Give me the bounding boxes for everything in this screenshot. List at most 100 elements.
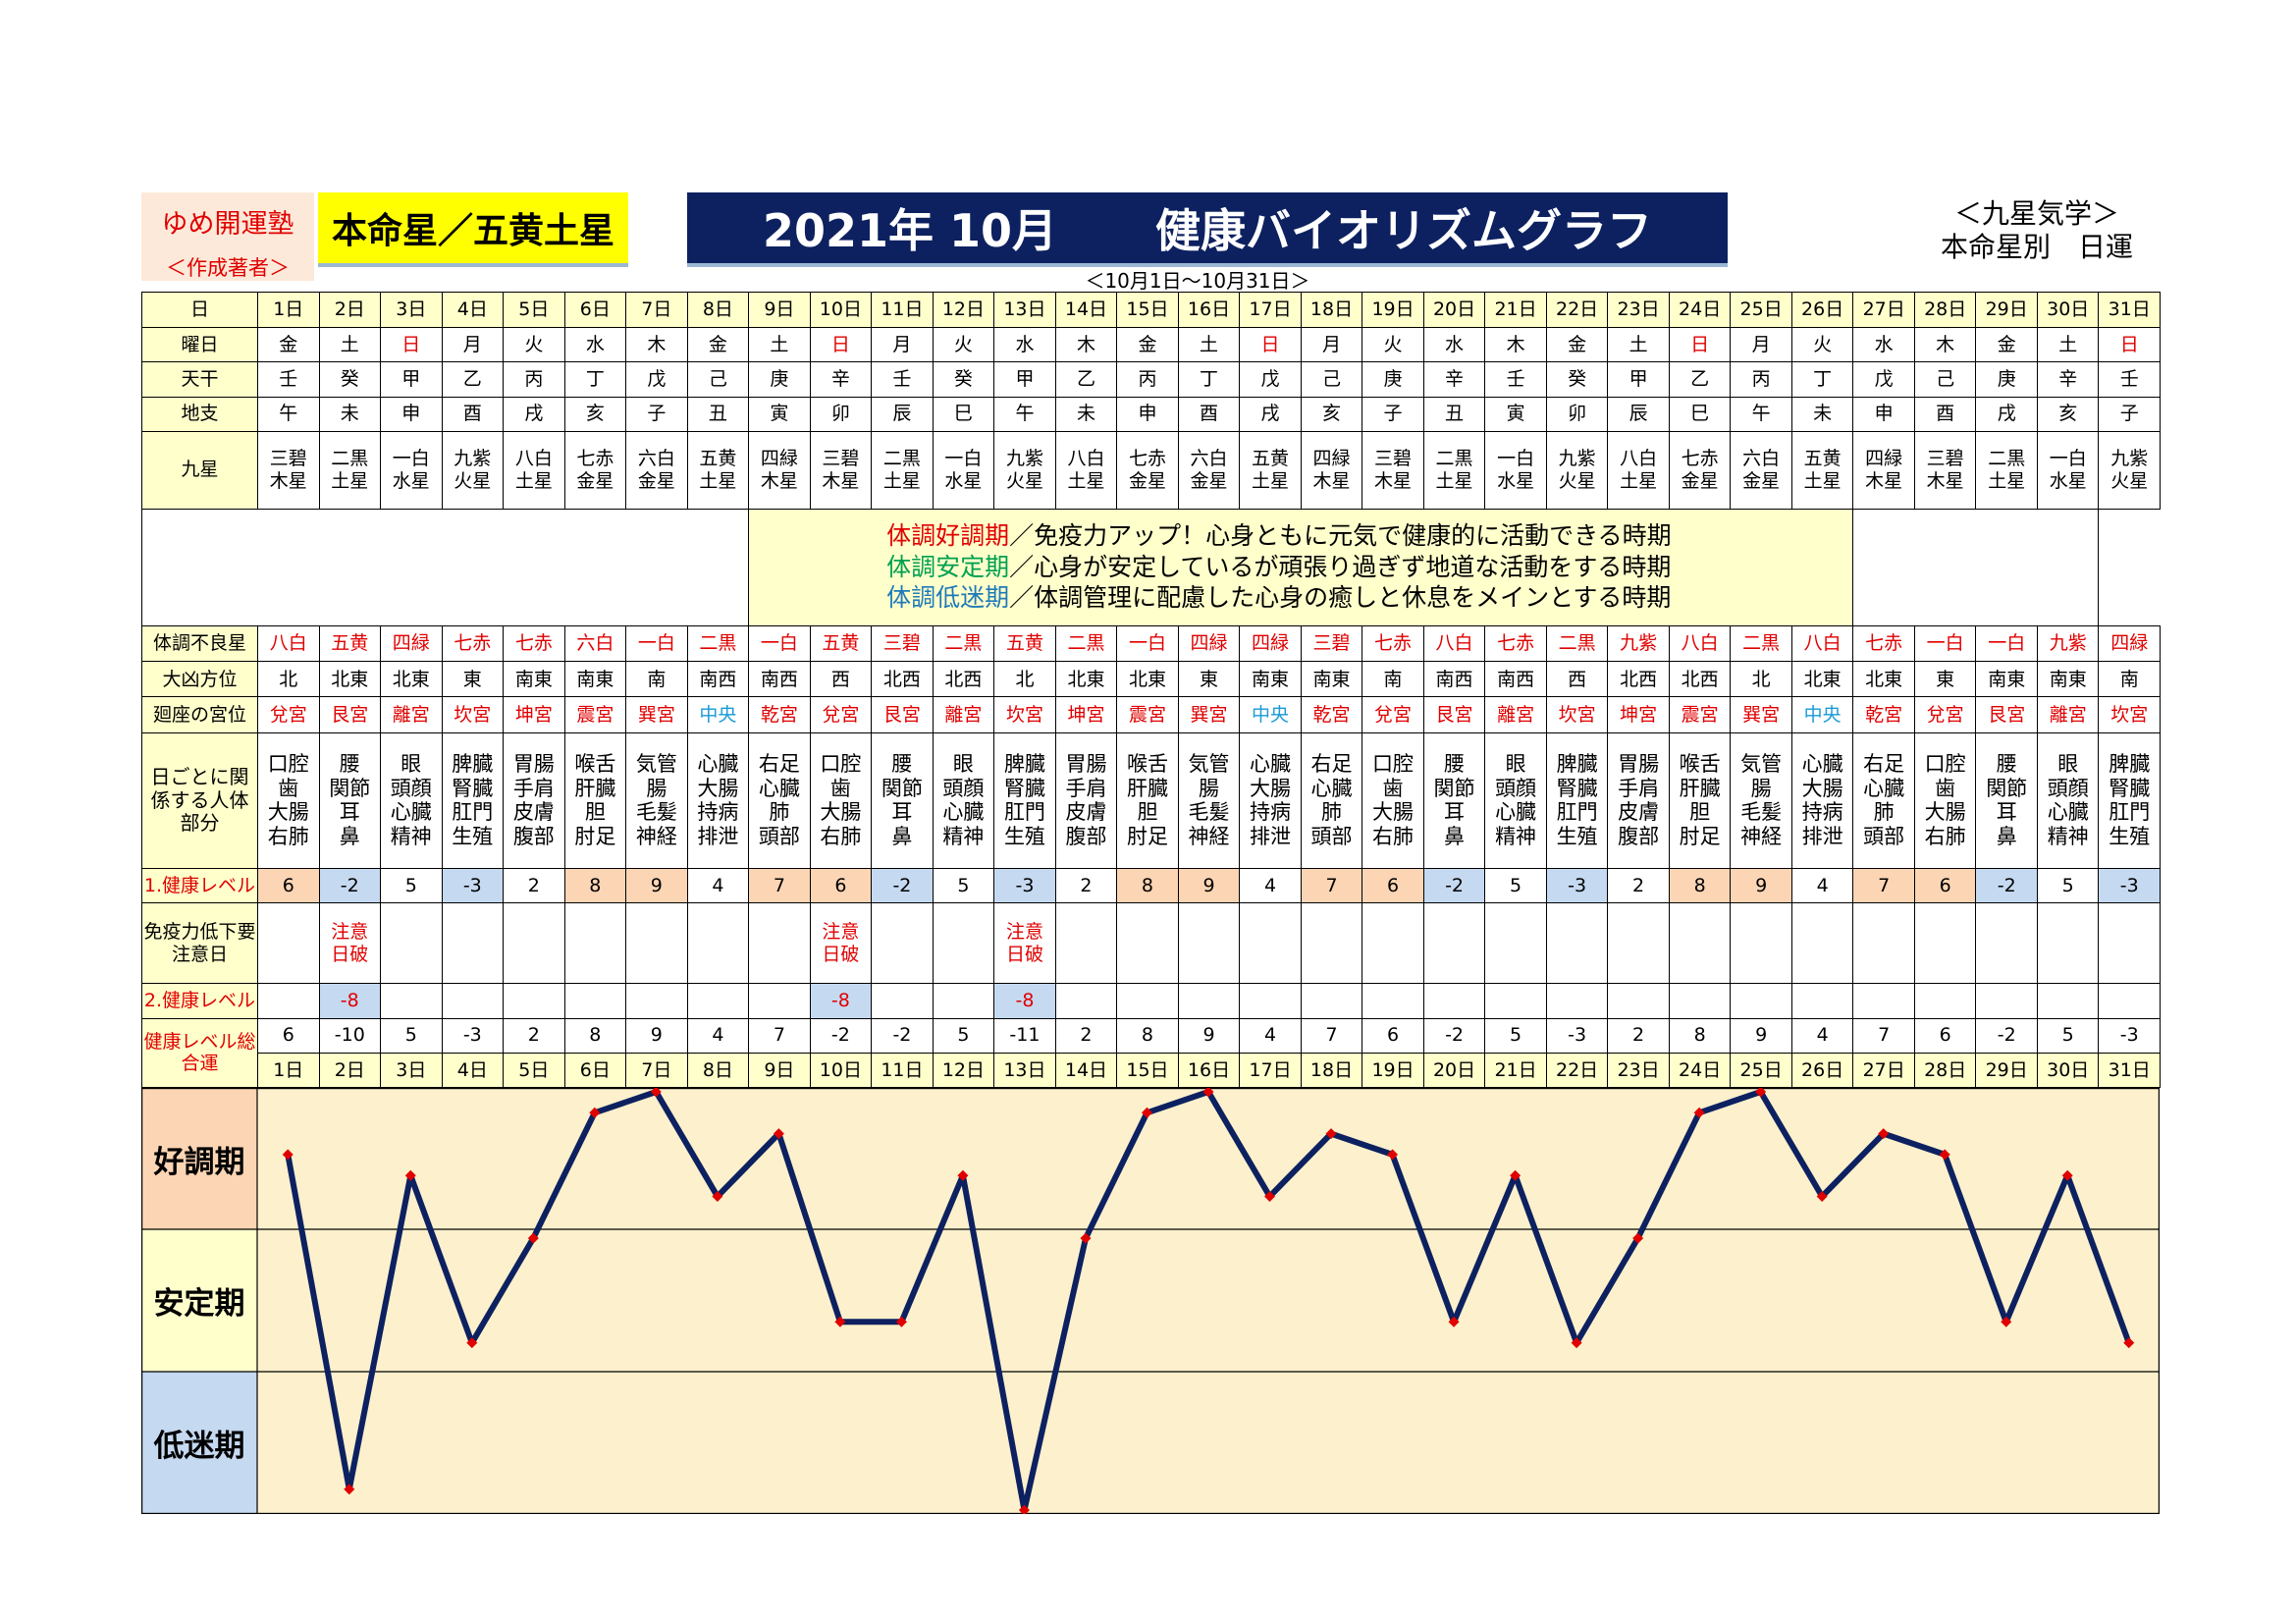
day-footer-cell: 9日 (748, 1052, 811, 1089)
body-cell: 腰関節耳鼻 (871, 731, 934, 870)
body-part: 持病 (1250, 800, 1291, 825)
direction-cell: 東 (1177, 661, 1241, 698)
author-box: ゆめ開運塾 ＜作成著者＞ (141, 192, 314, 281)
weekday-cell: 月 (871, 327, 934, 363)
tenkan-cell: 乙 (1054, 361, 1118, 398)
body-part: 毛髪 (1188, 800, 1230, 825)
chishi-cell: 巳 (932, 396, 995, 432)
kyusei-cell: 九紫 火星 (1545, 430, 1609, 510)
bad-star-cell: 八白 (1422, 624, 1486, 663)
caution-row: 免疫力低下要注意日 注意 日破 注意 日破 注意 日破 (141, 902, 2161, 985)
body-part: 眼 (400, 751, 422, 776)
palace-cell: 震宮 (563, 696, 627, 733)
bad-star-cell: 一白 (748, 624, 811, 663)
caution-cell: 注意 日破 (993, 902, 1056, 985)
body-part: 口腔 (1372, 751, 1415, 776)
body-part: 頭部 (1863, 825, 1905, 849)
level2-cell (1607, 983, 1670, 1019)
data-point (1080, 1232, 1092, 1244)
chishi-cell: 酉 (1177, 396, 1241, 432)
level1-cell: 4 (686, 868, 750, 904)
level2-cell (1730, 983, 1792, 1019)
kyusei-star-name: 四緑 (760, 448, 798, 470)
body-part: 肺 (769, 800, 790, 825)
tenkan-cell: 乙 (1668, 361, 1732, 398)
caution-cell (1607, 902, 1670, 985)
palace-cell: 坤宮 (503, 696, 565, 733)
direction-cell: 西 (1545, 661, 1609, 698)
caution-text: 注意 (331, 921, 369, 944)
data-point (404, 1169, 416, 1181)
legend-empty-left (140, 508, 750, 626)
kyusei-cell: 六白 金星 (625, 430, 688, 510)
total-cell: 2 (1054, 1017, 1118, 1054)
tenkan-cell: 壬 (2098, 361, 2161, 398)
body-cell: 喉舌 肝臓胆肘足 (563, 731, 627, 870)
weekday-cell: 月 (1730, 327, 1792, 363)
body-part: 喉舌 (1679, 751, 1721, 776)
level2-cell (1975, 983, 2038, 1019)
weekday-cell: 月 (441, 327, 505, 363)
body-part: 肛門 (1556, 800, 1598, 825)
chishi-cell: 丑 (1422, 396, 1486, 432)
body-part: 頭顔 (1495, 776, 1537, 800)
data-point (957, 1169, 969, 1181)
tenkan-cell: 丙 (1116, 361, 1179, 398)
legend-term-low: 体調低迷期 (886, 583, 1010, 613)
level2-cell (1668, 983, 1732, 1019)
body-part: 肝臓 (1126, 776, 1168, 800)
body-cell: 胃腸 手肩 皮膚 腹部 (1607, 731, 1670, 870)
day-footer-cell: 12日 (932, 1052, 995, 1089)
day-footer-cell: 13日 (993, 1052, 1056, 1089)
body-part: 眼 (2057, 751, 2079, 776)
tenkan-cell: 甲 (993, 361, 1056, 398)
kyusei-star-element: 水星 (944, 469, 983, 492)
body-part: 腸 (1198, 776, 1219, 800)
kyusei-cell: 九紫 火星 (2098, 430, 2161, 510)
palace-cell: 坎宮 (1545, 696, 1609, 733)
direction-cell: 南 (625, 661, 688, 698)
palace-cell: 兌宮 (1362, 696, 1424, 733)
legend-desc-low: ／体調管理に配慮した心身の癒しと休息をメインとする時期 (1009, 583, 1672, 613)
kyusei-star-name: 七赤 (576, 448, 614, 470)
chishi-cell: 酉 (441, 396, 505, 432)
body-part: 鼻 (891, 825, 913, 849)
legend-line-stable: 体調安定期／心身が安定しているが頑張り過ぎず地道な活動をする時期 (886, 552, 1852, 583)
body-part: 胆 (1689, 800, 1711, 825)
kyusei-cell: 三碧 木星 (257, 430, 320, 510)
tenkan-cell: 壬 (1484, 361, 1547, 398)
kyusei-star-element: 木星 (1374, 469, 1413, 492)
kyusei-star-name: 五黄 (1252, 448, 1290, 470)
kyusei-star-name: 六白 (637, 448, 675, 470)
data-point (1693, 1107, 1705, 1118)
day-cell: 27日 (1852, 291, 1915, 329)
caution-cell (1422, 902, 1486, 985)
body-part: 腰 (891, 751, 913, 776)
palace-cell: 震宮 (1668, 696, 1732, 733)
weekday-row: 曜日金土日月火水木金土日月火水木金土日月火水木金土日月火水木金土日 (141, 327, 2161, 363)
total-cell: 9 (625, 1017, 688, 1054)
chishi-cell: 丑 (686, 396, 750, 432)
bad-star-cell: 八白 (257, 624, 320, 663)
level1-cell: 5 (932, 868, 995, 904)
chishi-cell: 巳 (1668, 396, 1732, 432)
level1-cell: -3 (993, 868, 1056, 904)
kyusei-star-name: 九紫 (1558, 448, 1596, 470)
data-point (1264, 1191, 1276, 1202)
body-cell: 口腔歯大腸 右肺 (257, 731, 320, 870)
day-footer-cell: 24日 (1668, 1052, 1732, 1089)
weekday-cell: 土 (318, 327, 382, 363)
weekday-cell: 金 (1545, 327, 1609, 363)
direction-cell: 北東 (1852, 661, 1915, 698)
kyusei-star-name: 八白 (1620, 448, 1658, 470)
body-part: 右足 (1310, 751, 1353, 776)
kyusei-star-name: 二黒 (331, 448, 369, 470)
body-part: 頭顔 (942, 776, 985, 800)
legend-term-stable: 体調安定期 (886, 552, 1010, 581)
chishi-cell: 戌 (1975, 396, 2038, 432)
kyusei-star-element: 木星 (1926, 469, 1964, 492)
bad-star-cell: 四緑 (2098, 624, 2161, 663)
palace-cell: 兌宮 (1913, 696, 1977, 733)
kyusei-star-element: 火星 (454, 469, 492, 492)
total-cell: 8 (563, 1017, 627, 1054)
